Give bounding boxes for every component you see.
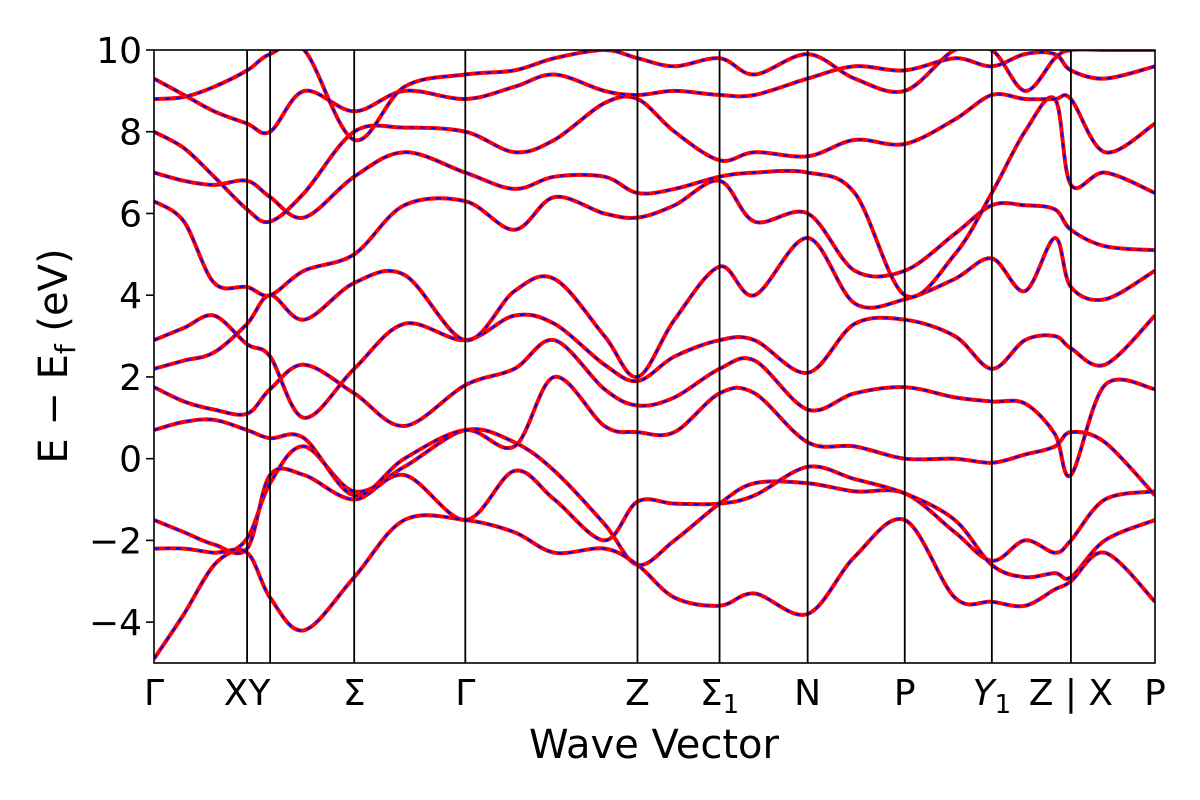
- y-tick-label: 6: [119, 194, 142, 235]
- x-tick-label: Γ: [144, 673, 164, 714]
- y-tick-label: 10: [96, 31, 142, 72]
- band-line-1: [154, 427, 1155, 661]
- y-tick-label: 2: [119, 358, 142, 399]
- plot-frame: [153, 49, 1156, 664]
- y-axis-title-tail: (eV): [31, 248, 77, 344]
- y-axis-title-sub: f: [49, 343, 82, 354]
- y-tick-label: −4: [89, 603, 142, 644]
- x-axis-title: Wave Vector: [529, 722, 780, 768]
- band-line-8: [154, 178, 1155, 298]
- band-line-2: [154, 464, 1155, 581]
- band-line-3: [154, 513, 1155, 633]
- band-line-4: [154, 374, 1155, 498]
- x-tick-label: N: [794, 673, 821, 714]
- x-tick-label: Σ: [343, 673, 366, 714]
- band-line-6: [154, 312, 1155, 420]
- band-line-7: [154, 236, 1155, 379]
- x-tick-label: Z | X: [1029, 673, 1113, 714]
- band-lines: [154, 50, 1155, 661]
- y-axis-title: E − Ef (eV): [31, 248, 82, 463]
- band-line-overlay-9: [154, 96, 1155, 299]
- x-axis-ticks: Γ XY Σ Γ Z Σ1 N P Y1 Z | X P: [144, 673, 1166, 720]
- band-line-overlay-5: [154, 339, 1155, 478]
- kpoint-divider-lines: [246, 50, 1072, 663]
- x-tick-label: Γ: [455, 673, 475, 714]
- band-line-overlay-11: [154, 51, 1155, 135]
- y-tick-label: 8: [119, 113, 142, 154]
- y-tick-label: −2: [89, 521, 142, 562]
- band-line-overlay-2: [154, 465, 1155, 580]
- band-line-9: [154, 95, 1155, 300]
- x-tick-label: XY: [224, 673, 272, 714]
- band-line-10: [154, 92, 1155, 225]
- band-line-overlay-1: [154, 428, 1155, 660]
- x-tick-label: Σ1: [700, 673, 739, 720]
- y-tick-label: 4: [119, 276, 142, 317]
- y-tick-label: 0: [119, 440, 142, 481]
- band-line-overlay-8: [154, 179, 1155, 297]
- x-tick-label: P: [1144, 673, 1166, 714]
- band-line-overlay-7: [154, 236, 1155, 378]
- x-tick-label: P: [894, 673, 916, 714]
- y-axis-ticks: −4 −2 0 2 4 6 8 10: [89, 31, 154, 644]
- x-tick-label: Z: [625, 673, 650, 714]
- y-axis-title-main: E − E: [31, 354, 77, 464]
- x-tick-label: Y1: [973, 673, 1012, 720]
